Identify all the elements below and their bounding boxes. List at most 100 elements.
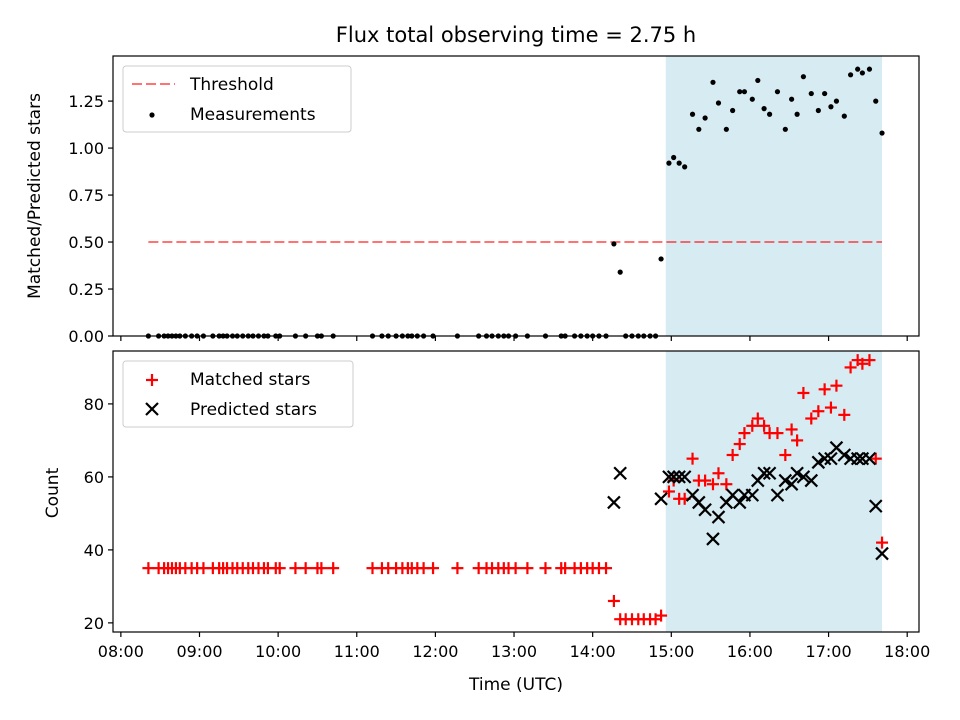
bottom-y-tick-label: 80 — [84, 395, 104, 414]
measurement-point — [676, 160, 682, 166]
matched-star-marker — [733, 438, 746, 451]
predicted-star-marker — [662, 470, 676, 484]
matched-star-marker — [655, 609, 668, 622]
matched-star-marker — [273, 562, 286, 575]
bottom-x-axis-ticks: 08:00 09:00 10:00 11:00 12:00 13:00 14:00 15:00… — [98, 632, 930, 661]
predicted-star-marker — [875, 546, 889, 561]
predicted-star-marker — [757, 466, 771, 481]
matched-star-marker — [797, 386, 810, 399]
top-y-tick-label: 0.00 — [68, 327, 104, 346]
legend-matched-label: Matched stars — [190, 370, 310, 390]
matched-star-marker — [699, 474, 712, 487]
measurement-point — [866, 66, 873, 72]
observing-span-top — [665, 56, 883, 336]
top-y-tick-label: 0.75 — [68, 186, 104, 205]
measurement-point — [715, 100, 722, 106]
top-axes-frame — [112, 55, 920, 337]
matched-star-marker — [838, 408, 851, 421]
measurement-point — [761, 106, 767, 112]
matched-star-marker — [712, 467, 725, 480]
measurement-point — [789, 96, 795, 102]
matched-star-marker — [844, 361, 857, 374]
top-y-tick-label: 1.00 — [68, 139, 104, 158]
matched-star-marker — [812, 405, 825, 418]
predicted-star-marker — [770, 488, 785, 502]
x-tick-label: 11:00 — [334, 642, 380, 661]
predicted-star-marker — [790, 466, 804, 481]
predicted-star-marker — [666, 470, 681, 484]
predicted-star-marker — [672, 470, 686, 484]
matched-star-marker — [607, 594, 620, 607]
top-y-axis-ticks: 0.00 0.25 0.50 0.75 1.00 1.25 — [68, 92, 113, 346]
measurement-point — [879, 130, 885, 136]
matched-star-marker — [289, 562, 302, 575]
measurement-point — [774, 89, 781, 95]
measurement-point — [696, 126, 702, 132]
matched-star-marker — [142, 562, 155, 575]
top-legend-box — [122, 65, 352, 133]
x-tick-label: 14:00 — [570, 642, 616, 661]
predicted-star-marker — [811, 455, 826, 470]
matched-star-marker — [746, 419, 759, 432]
bottom-y-axis-label: Count — [43, 467, 63, 518]
matched-star-marker — [509, 562, 522, 575]
matched-star-marker — [686, 452, 699, 465]
predicted-star-marker — [762, 466, 777, 481]
matched-star-marker — [299, 562, 312, 575]
matched-star-marker — [327, 562, 340, 575]
top-y-tick-label: 1.25 — [68, 92, 104, 111]
measurement-point — [828, 104, 834, 110]
predicted-star-marker — [784, 477, 799, 491]
measurement-point — [730, 107, 736, 114]
predicted-star-marker — [824, 451, 838, 466]
predicted-star-marker — [613, 466, 627, 481]
measurement-point — [855, 66, 861, 72]
top-legend: Threshold Measurements — [122, 65, 352, 133]
x-tick-label: 13:00 — [491, 642, 537, 661]
measurement-point — [666, 160, 672, 166]
predicted-star-marker — [706, 532, 720, 546]
top-y-tick-label: 0.25 — [68, 280, 104, 299]
chart-title: Flux total observing time = 2.75 h — [336, 23, 696, 47]
bottom-axes-frame — [112, 350, 920, 633]
matched-star-marker — [427, 562, 440, 575]
top-y-axis-label: Matched/Predicted stars — [25, 93, 45, 299]
predicted-star-markers — [607, 440, 889, 561]
x-tick-label: 16:00 — [727, 642, 773, 661]
predicted-star-marker — [868, 499, 883, 513]
matched-star-marker — [863, 354, 876, 367]
bottom-legend: Matched stars Predicted stars — [122, 360, 354, 428]
predicted-star-marker — [677, 470, 692, 484]
legend-threshold-label: Threshold — [189, 75, 274, 95]
matched-star-marker — [539, 562, 552, 575]
matched-star-marker — [869, 452, 882, 465]
bottom-y-tick-label: 60 — [84, 468, 104, 487]
legend-predicted-label: Predicted stars — [190, 400, 317, 420]
legend-measurements-label: Measurements — [190, 105, 316, 125]
predicted-star-marker — [698, 502, 712, 517]
bottom-y-tick-label: 20 — [84, 614, 104, 633]
bottom-y-tick-label: 40 — [84, 541, 104, 560]
predicted-star-marker — [817, 451, 832, 466]
predicted-star-marker — [745, 488, 760, 502]
measurement-point — [737, 89, 743, 95]
matched-star-markers — [142, 354, 889, 626]
x-axis-label: Time (UTC) — [468, 675, 563, 695]
measurement-point — [658, 256, 664, 262]
matched-star-marker — [315, 562, 328, 575]
bottom-y-axis-ticks: 20 40 60 80 — [84, 395, 113, 633]
x-tick-label: 10:00 — [255, 642, 301, 661]
legend-predicted-swatch — [145, 402, 159, 416]
measurement-point — [710, 79, 716, 85]
measurement-point — [755, 77, 761, 84]
matched-star-marker — [720, 478, 733, 491]
matched-star-marker — [876, 536, 889, 549]
predicted-star-marker — [862, 451, 877, 466]
bottom-panel: 20 40 60 80 08:00 09:00 10:00 11:00 12:00 13:00 1… — [43, 350, 930, 695]
matched-star-marker — [738, 427, 751, 440]
measurement-point — [808, 90, 814, 97]
top-y-tick-label: 0.50 — [68, 233, 104, 252]
predicted-star-marker — [850, 451, 865, 466]
matched-star-marker — [805, 412, 818, 425]
predicted-star-marker — [778, 473, 793, 488]
